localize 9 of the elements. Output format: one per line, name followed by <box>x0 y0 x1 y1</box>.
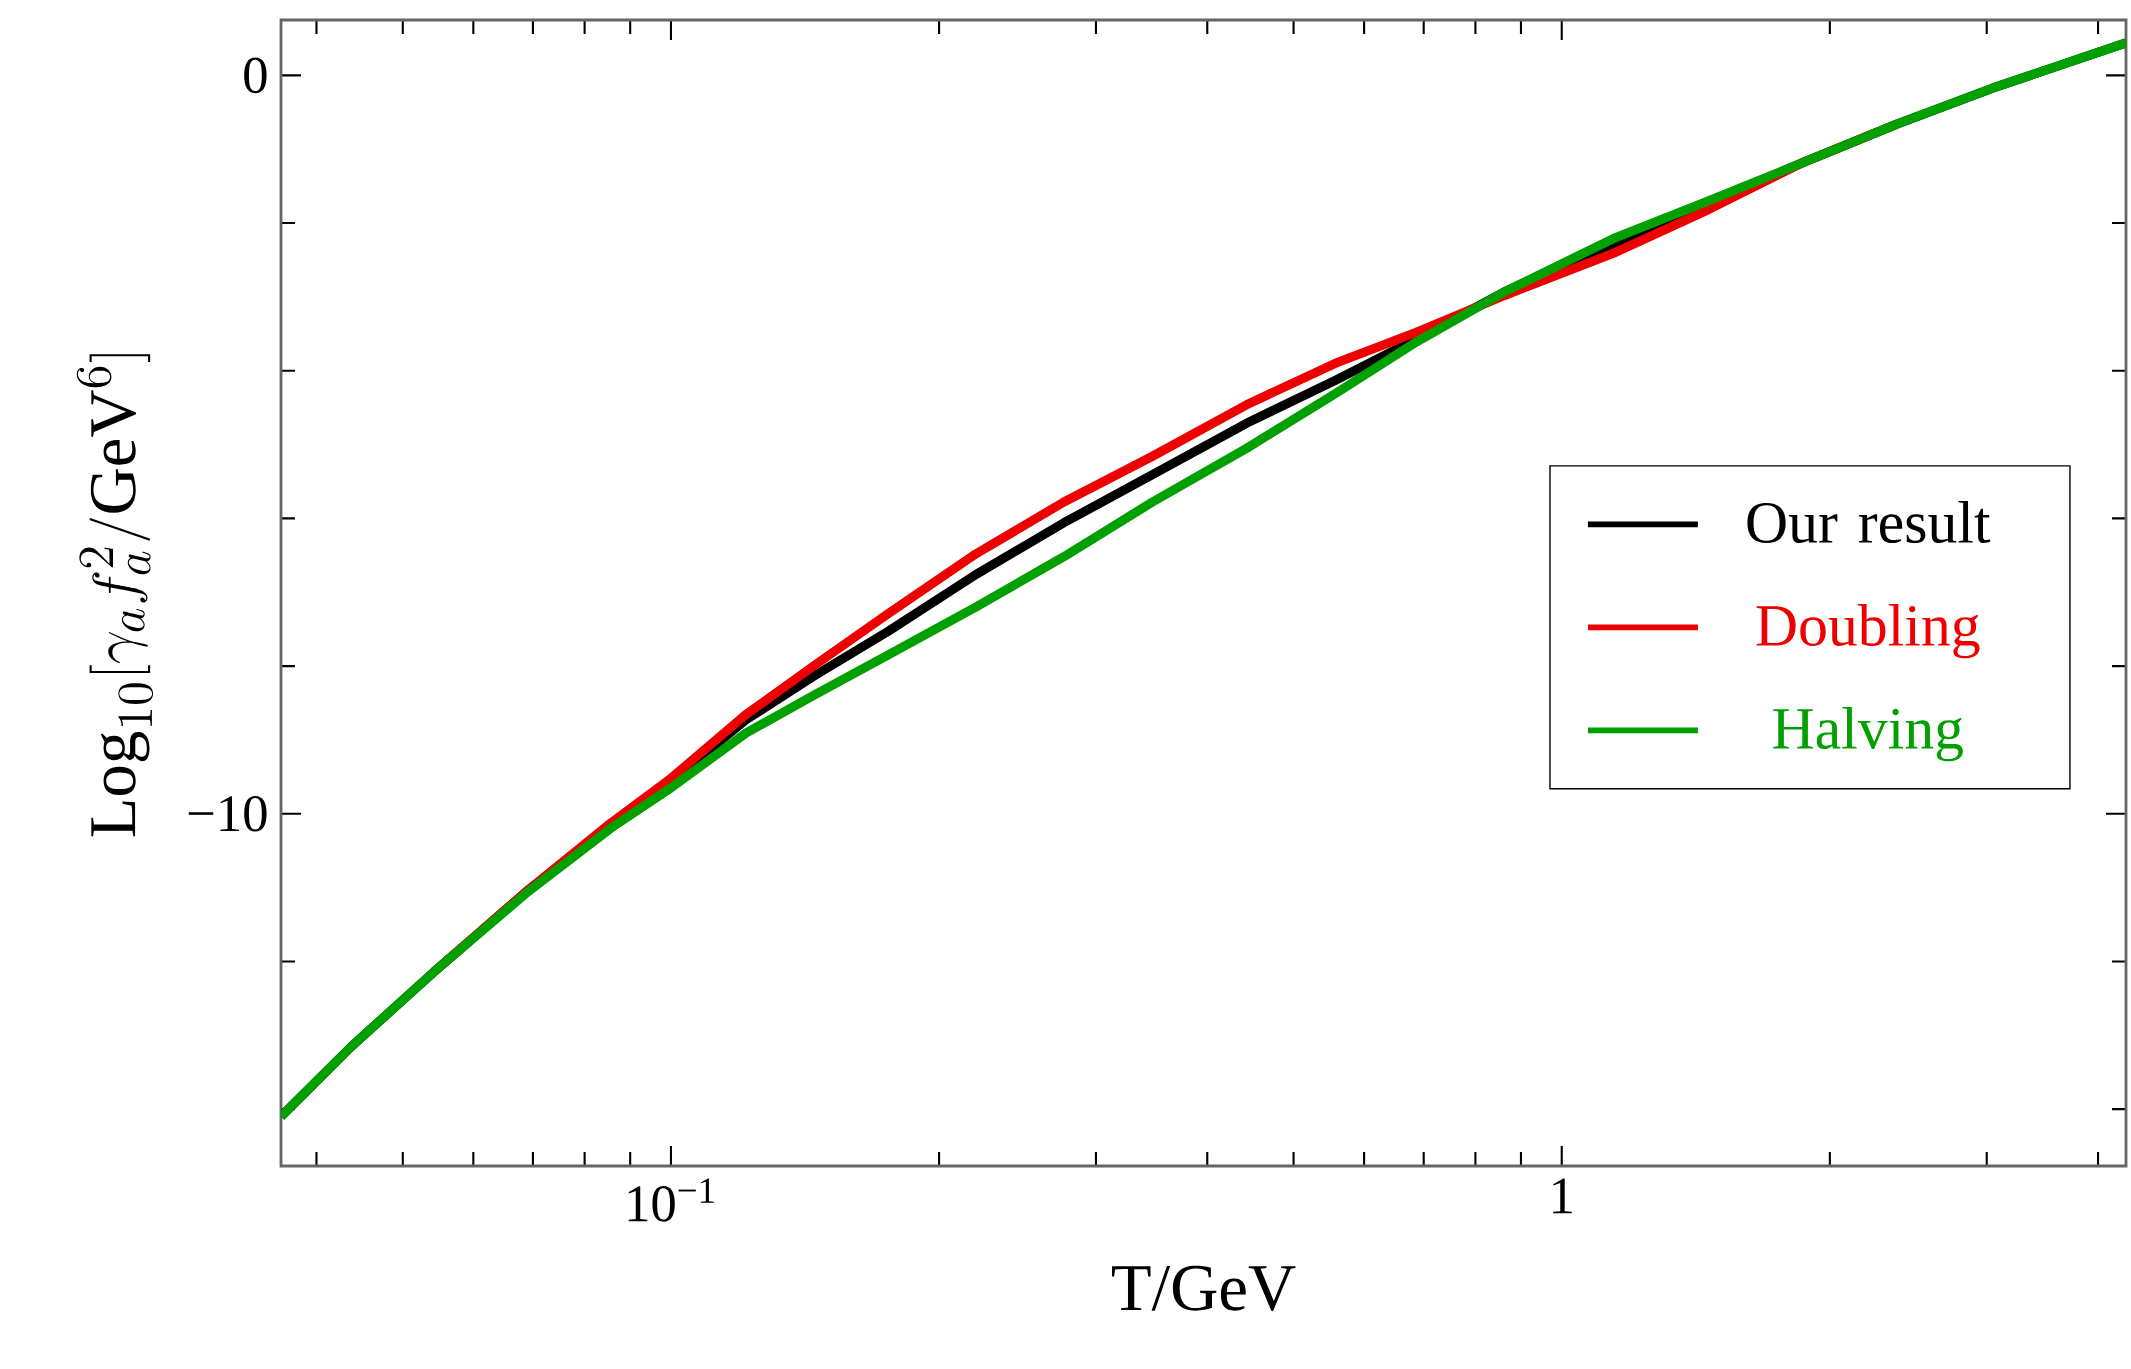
y-axis-title: $\mathrm{Log}_{10}\Big[\gamma_a f_a^2/\mathrm{GeV}^6\Big]$ <box>76 354 154 837</box>
legend-label: Halving <box>1773 706 1963 762</box>
y-tick-label: 0 <box>244 57 267 94</box>
x-tick-label: 1 <box>1553 1178 1572 1214</box>
x-axis-title: T/GeV <box>1111 1265 1296 1311</box>
legend-label: Our result <box>1747 501 1991 544</box>
legend-label: Doubling <box>1756 604 1980 659</box>
y-tick-label: −10 <box>188 795 267 832</box>
x-tick-label: 10$^{−1}$ <box>628 1178 714 1222</box>
